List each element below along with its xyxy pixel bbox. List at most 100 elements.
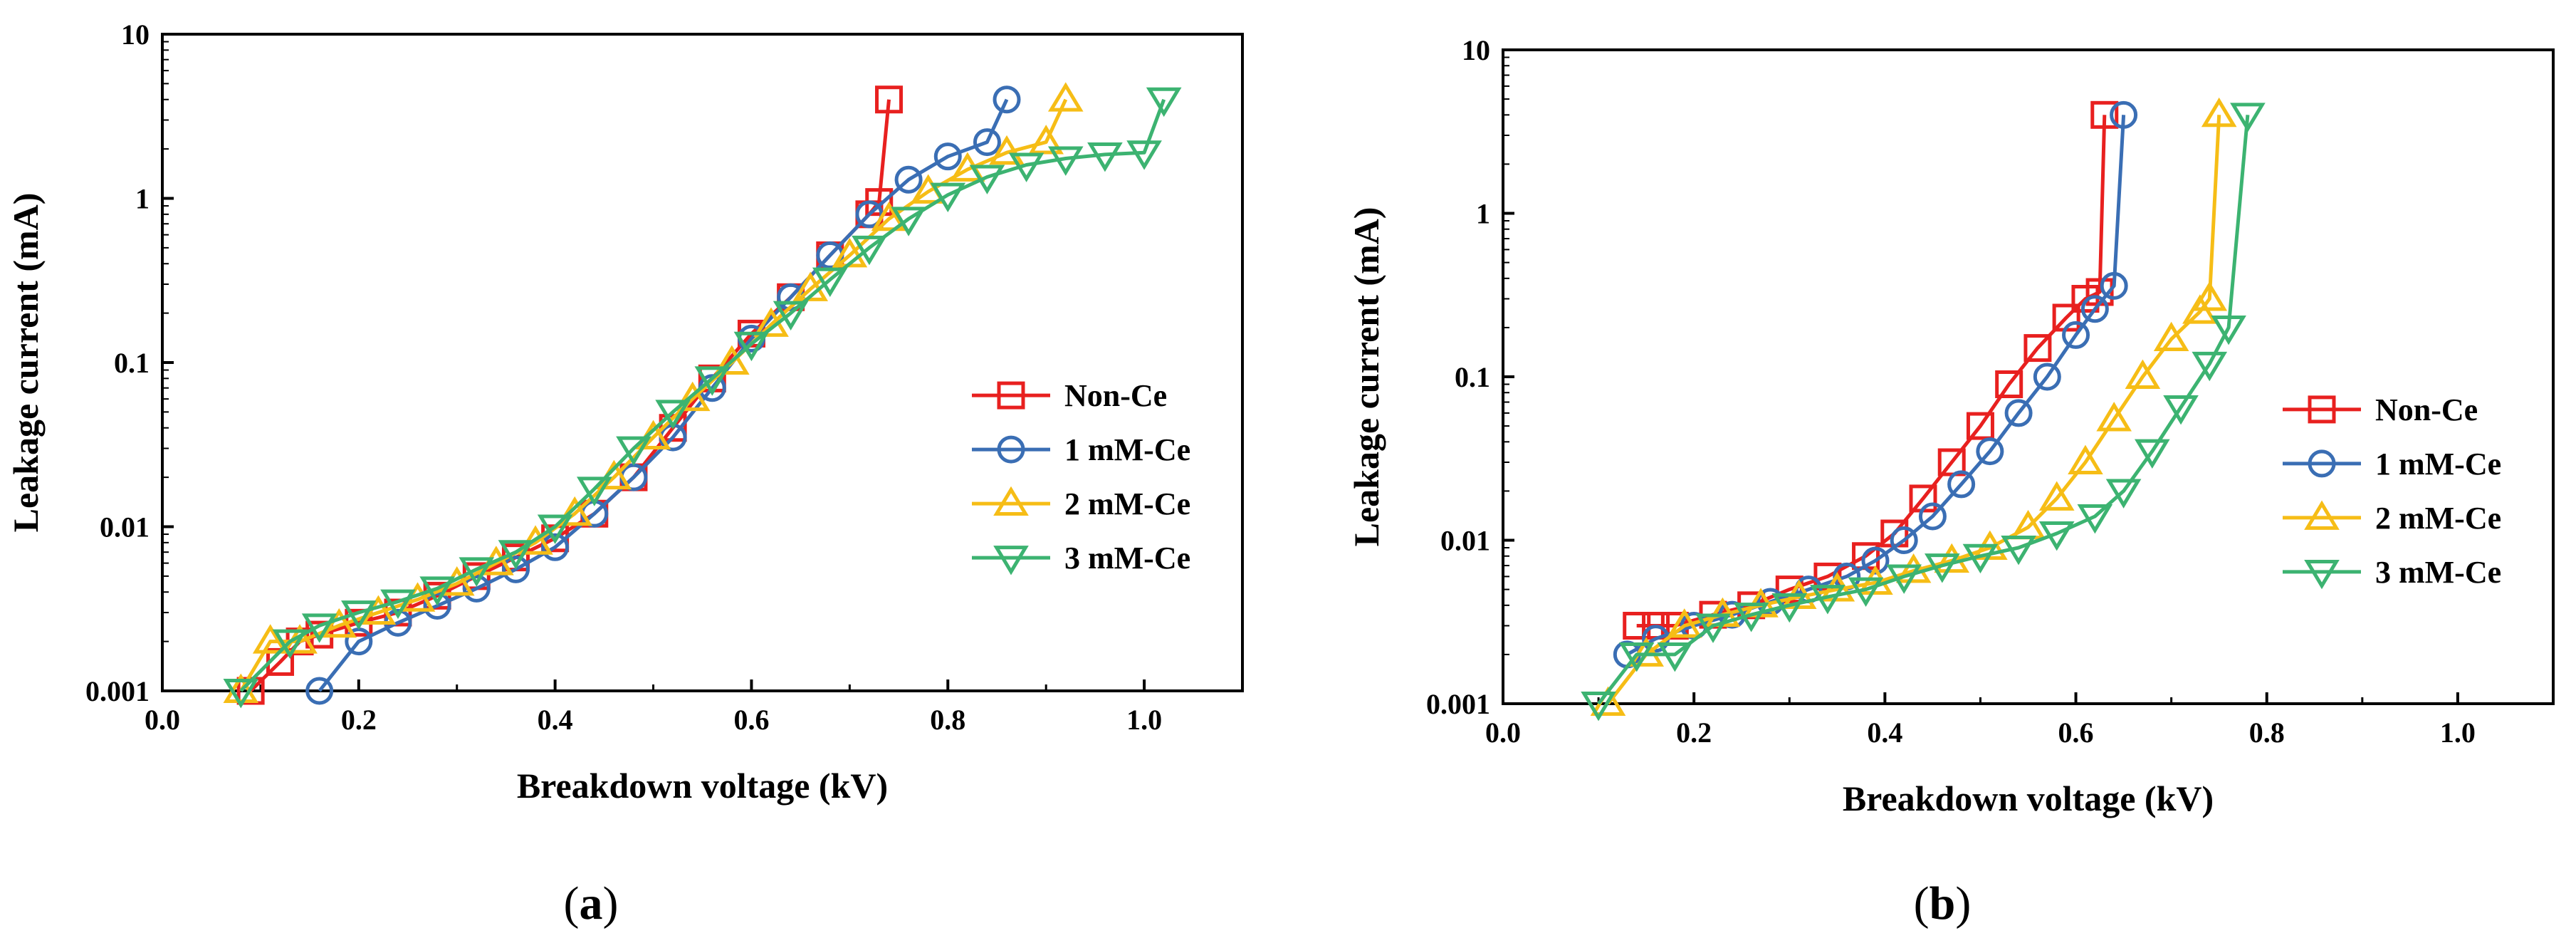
data-point <box>501 555 530 583</box>
data-point <box>423 591 451 620</box>
y-tick-label: 1 <box>1476 198 1490 230</box>
data-point <box>301 613 337 643</box>
data-point <box>537 514 573 544</box>
data-point <box>733 331 770 362</box>
legend-entry: 3 mM-Ce <box>2283 555 2501 590</box>
panel-label-close: ) <box>603 877 619 929</box>
legend-entry: 2 mM-Ce <box>972 486 1190 521</box>
series-line <box>239 98 1166 692</box>
series-non-ce <box>1623 100 2119 640</box>
data-point <box>1966 412 1994 440</box>
data-point <box>2077 504 2113 534</box>
data-point <box>1733 603 1769 632</box>
y-tick-label: 0.01 <box>100 511 150 543</box>
panel-label-close: ) <box>1955 877 1971 929</box>
data-point <box>2068 444 2103 474</box>
data-point <box>694 366 731 396</box>
data-point <box>2062 321 2090 349</box>
x-tick-label: 0.8 <box>2249 717 2285 749</box>
data-point <box>1810 585 1845 615</box>
x-axis-title: Breakdown voltage (kV) <box>1843 778 2214 818</box>
legend-entry: 3 mM-Ce <box>972 541 1190 575</box>
data-point <box>2153 321 2189 352</box>
data-point <box>2100 271 2128 300</box>
plot-frame <box>1502 48 2555 705</box>
data-point <box>1976 437 2004 466</box>
y-tick-label: 0.1 <box>114 347 150 379</box>
data-point <box>380 589 416 620</box>
data-point <box>2004 399 2033 427</box>
x-tick-label: 0.4 <box>1867 717 1902 749</box>
legend-entry: 1 mM-Ce <box>2283 447 2501 481</box>
data-point <box>2023 334 2052 363</box>
panel-label-open: ( <box>564 877 580 929</box>
chart-panel-a: 0.0 0.2 0.4 0.6 0.8 1.0 0.001 0.01 0.1 1 10 Breakdo… <box>6 19 1244 929</box>
data-point <box>812 267 848 297</box>
data-point <box>1895 553 1932 583</box>
data-point <box>462 574 491 603</box>
y-axis-title: Leakage current (mA) <box>6 193 46 533</box>
data-point <box>1925 553 1960 583</box>
data-point <box>1581 692 1616 722</box>
data-point <box>655 400 691 429</box>
data-point <box>498 540 534 570</box>
data-point <box>969 165 1005 194</box>
legend-entry: 1 mM-Ce <box>972 432 1190 467</box>
panel-label-open: ( <box>1914 877 1930 929</box>
data-point <box>714 345 750 375</box>
data-point <box>674 381 711 412</box>
data-point <box>576 476 612 506</box>
legend-marker <box>2308 449 2336 478</box>
data-point <box>2080 295 2109 323</box>
data-point <box>1995 370 2023 399</box>
legend-marker <box>997 435 1025 464</box>
data-point <box>1047 82 1084 112</box>
data-point <box>1934 543 1970 573</box>
data-point <box>2105 479 2142 509</box>
legend-label: 2 mM-Ce <box>1064 486 1190 521</box>
data-point <box>1918 502 1947 531</box>
legend: Non-Ce 1 mM-Ce 2 mM-Ce 3 mM-Ce <box>2283 392 2501 590</box>
legend: Non-Ce 1 mM-Ce 2 mM-Ce 3 mM-Ce <box>972 378 1190 575</box>
x-axis-title: Breakdown voltage (kV) <box>517 766 888 806</box>
legend-label: 1 mM-Ce <box>1064 432 1190 467</box>
y-tick-label: 0.001 <box>85 675 150 707</box>
data-point <box>2211 315 2246 345</box>
data-point <box>989 135 1025 165</box>
data-point <box>894 165 923 194</box>
data-point <box>1848 577 1884 607</box>
data-point <box>1695 613 1731 643</box>
x-tick-label: 0.2 <box>1676 717 1712 749</box>
x-tick-label: 0.6 <box>733 704 769 736</box>
series-2-mm-ce <box>223 82 1084 703</box>
x-tick-label: 0.0 <box>1485 717 1521 749</box>
data-point <box>875 85 904 114</box>
data-point <box>1087 142 1123 172</box>
panel-label: (a) <box>564 877 619 929</box>
series-3-mm-ce <box>223 87 1182 709</box>
data-point <box>852 235 887 266</box>
legend-marker <box>993 486 1029 516</box>
data-point <box>419 576 455 606</box>
y-tick-label: 10 <box>1462 34 1490 66</box>
data-point <box>1657 642 1693 672</box>
y-axis-title: Leakage current (mA) <box>1346 207 1386 547</box>
data-point <box>1771 593 1808 623</box>
data-point <box>2001 536 2036 566</box>
legend-entry: Non-Ce <box>972 378 1167 413</box>
data-point <box>541 533 570 561</box>
x-tick-label: 1.0 <box>2440 717 2476 749</box>
data-point <box>341 600 377 630</box>
data-point <box>1628 637 1664 667</box>
data-point <box>1947 470 1976 499</box>
data-point <box>1886 564 1922 594</box>
panel-label-letter: a <box>580 877 603 929</box>
data-point <box>2125 359 2161 389</box>
y-tick-label: 0.001 <box>1426 688 1490 720</box>
data-point <box>1623 612 1651 640</box>
data-point <box>223 673 259 703</box>
data-point <box>616 436 651 466</box>
legend-label: Non-Ce <box>2375 392 2478 427</box>
data-point <box>1008 152 1044 182</box>
